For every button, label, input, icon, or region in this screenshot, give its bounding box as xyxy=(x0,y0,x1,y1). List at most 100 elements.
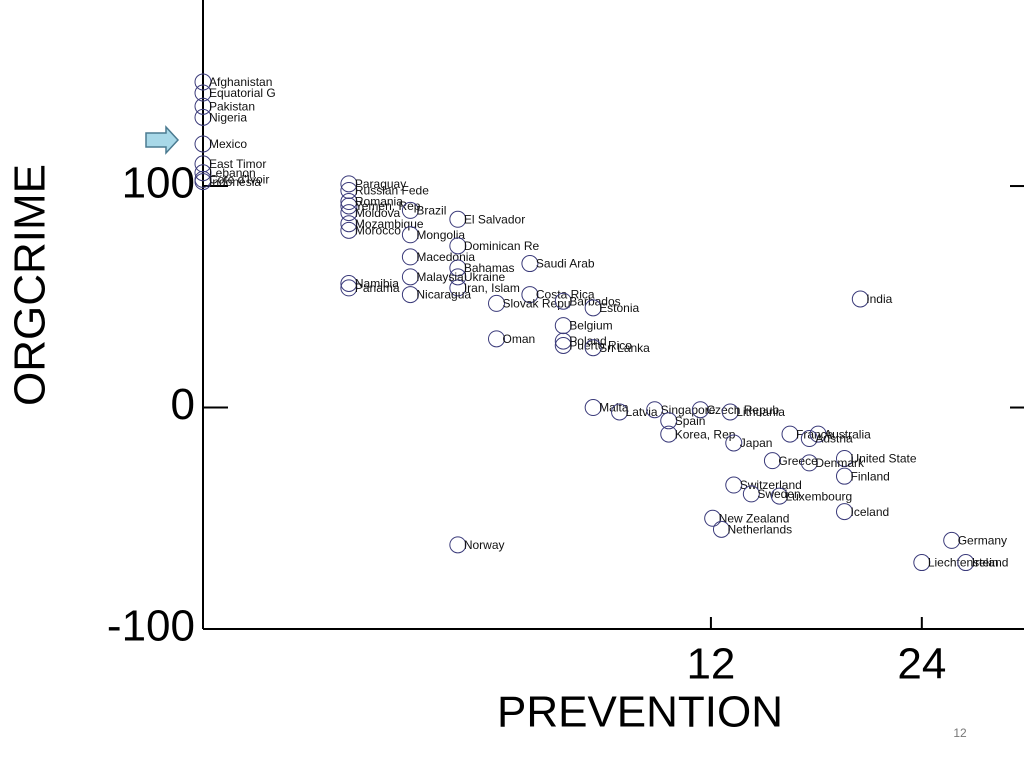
point-label: Cote d'Ivoir xyxy=(209,173,269,187)
point-label: Austria xyxy=(815,432,853,446)
y-axis-title: ORGCRIME xyxy=(6,164,55,406)
point xyxy=(340,193,358,211)
point xyxy=(194,164,212,182)
point xyxy=(449,279,467,297)
point xyxy=(521,255,539,273)
point-label: Romania xyxy=(355,195,403,209)
point xyxy=(913,554,931,572)
x-axis-title: PREVENTION xyxy=(497,688,783,737)
point-label: Switzerland xyxy=(740,478,802,492)
point xyxy=(488,294,506,312)
point-label: Greece xyxy=(778,454,818,468)
point-label: Norway xyxy=(464,538,505,552)
point xyxy=(194,97,212,115)
point xyxy=(584,299,602,317)
point-label: Lebanon xyxy=(209,166,256,180)
point-label: Iran, Islam xyxy=(464,281,520,295)
arrow-annotation xyxy=(145,125,180,155)
point-label: Estonia xyxy=(599,301,639,315)
point-label: Saudi Arab xyxy=(536,257,595,271)
point-label: Iceland xyxy=(850,505,889,519)
point-label: Sweden xyxy=(757,487,800,501)
point-label: Slovak Repu xyxy=(503,297,571,311)
point-label: Morocco xyxy=(355,224,401,238)
point-label: Lithuania xyxy=(736,405,785,419)
point-label: Indonesia xyxy=(209,175,261,189)
point-label: El Salvador xyxy=(464,212,525,226)
point-label: Moldova xyxy=(355,206,401,220)
point-label: Singapore xyxy=(661,403,716,417)
point xyxy=(957,554,975,572)
point xyxy=(725,476,743,494)
point xyxy=(194,84,212,102)
point-label: India xyxy=(866,292,892,306)
point xyxy=(340,274,358,292)
point-label: Korea, Rep xyxy=(675,427,736,441)
point xyxy=(781,425,799,443)
point-label: Luxembourg xyxy=(785,489,852,503)
point-label: Dominican Re xyxy=(464,239,540,253)
point xyxy=(194,173,212,191)
point xyxy=(584,399,602,417)
point xyxy=(340,215,358,233)
point-label: Mongolia xyxy=(416,228,465,242)
point xyxy=(712,520,730,538)
point xyxy=(554,332,572,350)
point-label: Namibia xyxy=(355,277,399,291)
point-label: Liechtenstein xyxy=(928,556,999,570)
point-label: Finland xyxy=(850,469,889,483)
point xyxy=(943,531,961,549)
point xyxy=(554,337,572,355)
point-label: Nigeria xyxy=(209,111,247,125)
point xyxy=(646,401,664,419)
y-tick-label: 100 xyxy=(122,159,195,208)
point-label: Barbados xyxy=(569,294,620,308)
point-label: Costa Rica xyxy=(536,288,595,302)
point-label: Mexico xyxy=(209,137,247,151)
point-label: Paraguay xyxy=(355,177,406,191)
point xyxy=(401,226,419,244)
point xyxy=(340,197,358,215)
point-label: Afghanistan xyxy=(209,75,272,89)
point xyxy=(488,330,506,348)
point-label: Malaysia xyxy=(416,270,464,284)
point-label: Netherlands xyxy=(727,523,792,537)
point-label: France xyxy=(796,427,834,441)
point xyxy=(449,268,467,286)
point xyxy=(194,73,212,91)
point xyxy=(835,503,853,521)
point-label: Oman xyxy=(503,332,536,346)
y-tick-label: 0 xyxy=(171,380,195,429)
point-label: Yemen, Rep xyxy=(355,199,421,213)
point xyxy=(691,401,709,419)
point xyxy=(449,210,467,228)
point-label: Pakistan xyxy=(209,99,255,113)
x-tick-label: 24 xyxy=(897,640,946,689)
point-label: Denmark xyxy=(815,456,865,470)
page-number: 12 xyxy=(953,726,967,740)
point xyxy=(449,536,467,554)
point-label: East Timor xyxy=(209,157,266,171)
point xyxy=(611,403,629,421)
point xyxy=(763,452,781,470)
point xyxy=(401,201,419,219)
point-label: Nicaragua xyxy=(416,288,471,302)
point xyxy=(660,425,678,443)
point-label: United State xyxy=(850,452,916,466)
y-tick-label: -100 xyxy=(107,602,195,651)
point xyxy=(800,430,818,448)
point xyxy=(194,135,212,153)
point xyxy=(521,286,539,304)
point-label: Sri Lanka xyxy=(599,341,650,355)
point-label: Panama xyxy=(355,281,400,295)
point xyxy=(401,248,419,266)
point xyxy=(449,259,467,277)
point-label: Belgium xyxy=(569,319,612,333)
point xyxy=(851,290,869,308)
point xyxy=(742,485,760,503)
point-label: Bahamas xyxy=(464,261,515,275)
point-label: Australia xyxy=(824,427,871,441)
point-label: Japan xyxy=(740,436,773,450)
point xyxy=(800,454,818,472)
